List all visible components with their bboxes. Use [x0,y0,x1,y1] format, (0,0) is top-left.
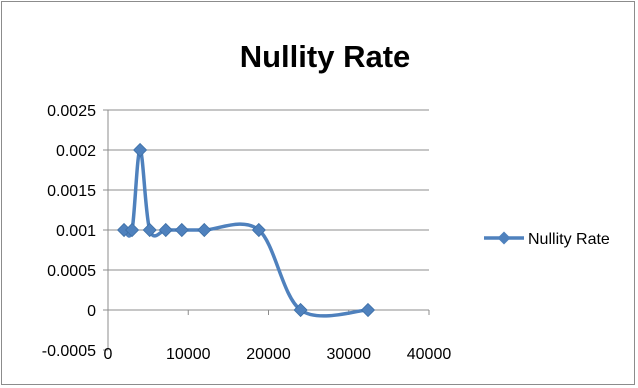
x-tick-label: 20000 [246,346,291,363]
y-tick-label: 0.0015 [47,183,96,200]
data-point [293,302,308,318]
y-tick-label: 0.002 [56,143,96,160]
data-point [197,222,212,238]
y-tick-label: 0.0005 [47,263,96,280]
chart-title: Nullity Rate [240,39,411,74]
data-point [251,222,266,238]
gridlines [108,109,429,311]
legend: Nullity Rate [484,231,610,248]
data-point [125,222,140,238]
x-tick-label: 30000 [327,346,372,363]
y-tick-label: 0.0025 [47,103,96,120]
x-tick-label: 40000 [407,346,452,363]
x-tick-labels: 0 10000 20000 30000 40000 [104,346,452,363]
y-tick-labels: -0.0005 0 0.0005 0.001 0.0015 0.002 0.0025 [42,103,96,360]
series-line [122,148,369,318]
x-tick-label: 10000 [166,346,211,363]
data-point [174,222,189,238]
x-tick-label: 0 [104,346,113,363]
y-tick-label: -0.0005 [42,343,96,360]
data-point [158,222,173,238]
legend-label: Nullity Rate [528,231,610,248]
legend-marker [497,231,511,245]
y-tick-label: 0 [87,303,96,320]
y-tick-label: 0.001 [56,223,96,240]
series-group [116,142,376,318]
data-point [142,222,157,238]
data-point [360,302,376,318]
data-point [133,142,148,158]
